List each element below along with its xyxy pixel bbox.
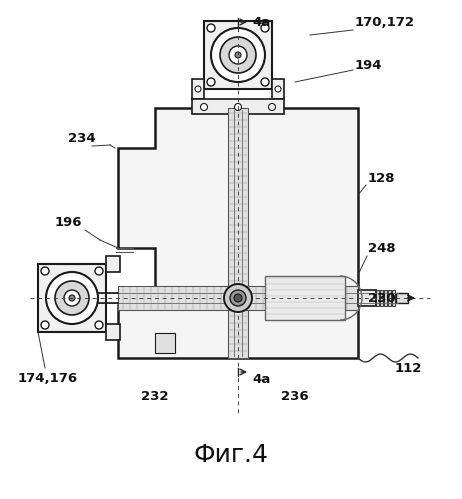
- Circle shape: [235, 52, 241, 58]
- Text: 194: 194: [355, 58, 383, 71]
- Bar: [155, 333, 175, 353]
- Bar: [192, 99, 284, 114]
- Bar: [118, 286, 358, 310]
- Circle shape: [207, 24, 215, 32]
- Circle shape: [234, 294, 242, 302]
- Bar: [392, 290, 395, 306]
- Circle shape: [69, 295, 75, 301]
- Circle shape: [95, 267, 103, 275]
- Circle shape: [268, 103, 275, 110]
- Circle shape: [275, 86, 281, 92]
- Circle shape: [46, 272, 98, 324]
- Bar: [228, 108, 248, 358]
- Circle shape: [235, 103, 242, 110]
- Bar: [272, 79, 284, 99]
- Circle shape: [261, 24, 269, 32]
- Text: 4a: 4a: [252, 16, 270, 29]
- Bar: [38, 264, 106, 332]
- Bar: [380, 290, 383, 306]
- Bar: [396, 293, 408, 303]
- Circle shape: [55, 281, 89, 315]
- Bar: [106, 256, 120, 272]
- Text: 174,176: 174,176: [18, 371, 78, 385]
- Bar: [358, 290, 376, 306]
- Circle shape: [201, 103, 207, 110]
- Circle shape: [211, 28, 265, 82]
- Text: 248: 248: [368, 242, 395, 254]
- Circle shape: [220, 37, 256, 73]
- Text: 232: 232: [141, 390, 169, 403]
- Bar: [388, 290, 391, 306]
- Text: 236: 236: [281, 390, 309, 403]
- Circle shape: [207, 78, 215, 86]
- Text: 170,172: 170,172: [355, 15, 415, 28]
- Bar: [265, 276, 345, 320]
- Circle shape: [224, 284, 252, 312]
- Bar: [204, 21, 272, 89]
- Text: Фиг.4: Фиг.4: [194, 443, 268, 467]
- Circle shape: [195, 86, 201, 92]
- Circle shape: [64, 290, 80, 306]
- Circle shape: [95, 321, 103, 329]
- Text: 112: 112: [395, 361, 422, 375]
- Circle shape: [41, 267, 49, 275]
- Bar: [106, 324, 120, 340]
- Text: 196: 196: [55, 216, 83, 229]
- Circle shape: [230, 290, 246, 306]
- Bar: [384, 290, 387, 306]
- Text: 230: 230: [368, 291, 395, 304]
- Polygon shape: [118, 108, 358, 358]
- Circle shape: [41, 321, 49, 329]
- Bar: [192, 79, 204, 99]
- Circle shape: [261, 78, 269, 86]
- Text: 128: 128: [368, 172, 395, 185]
- Bar: [376, 290, 379, 306]
- Circle shape: [229, 46, 247, 64]
- Text: 4a: 4a: [252, 373, 270, 386]
- Text: 234: 234: [68, 132, 96, 145]
